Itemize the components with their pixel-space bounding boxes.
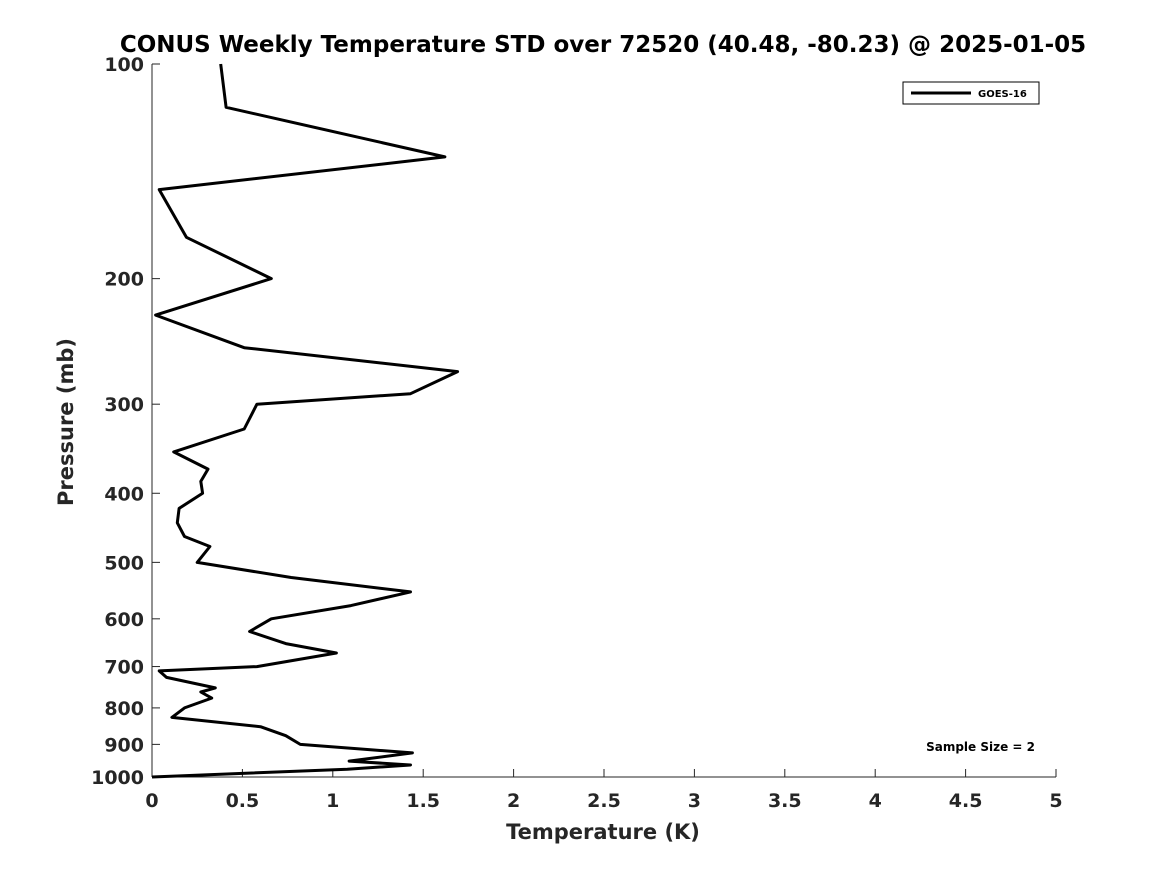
x-tick-label: 4.5 — [949, 790, 983, 812]
x-axis-label: Temperature (K) — [506, 820, 700, 844]
y-tick-label: 100 — [104, 54, 144, 76]
x-tick-label: 1.5 — [406, 790, 440, 812]
y-axis-label: Pressure (mb) — [54, 338, 78, 506]
x-tick-label: 5 — [1049, 790, 1062, 812]
y-tick-label: 400 — [104, 483, 144, 505]
series-line — [151, 63, 460, 779]
tick-labels: 0 0.5 1 1.5 2 2.5 3 3.5 4 4.5 5 100 200 300 400 500 600 7… — [91, 54, 1063, 812]
x-tick-label: 1 — [326, 790, 339, 812]
x-tick-label: 3.5 — [768, 790, 802, 812]
y-tick-label: 200 — [104, 269, 144, 291]
x-tick-label: 4 — [869, 790, 882, 812]
sample-size-annotation: Sample Size = 2 — [926, 740, 1035, 754]
y-tick-label: 300 — [104, 394, 144, 416]
x-tick-label: 2.5 — [587, 790, 621, 812]
legend: GOES-16 — [902, 81, 1040, 105]
x-tick-label: 2 — [507, 790, 520, 812]
y-tick-label: 800 — [104, 698, 144, 720]
chart-title: CONUS Weekly Temperature STD over 72520 … — [120, 32, 1086, 58]
x-tick-label: 3 — [688, 790, 701, 812]
x-tick-label: 0 — [145, 790, 158, 812]
series-lines — [151, 63, 460, 779]
x-tick-label: 0.5 — [226, 790, 260, 812]
axes — [151, 63, 1057, 778]
y-tick-label: 700 — [104, 657, 144, 679]
legend-label: GOES-16 — [978, 89, 1027, 100]
y-tick-label: 500 — [104, 552, 144, 574]
y-tick-label: 600 — [104, 609, 144, 631]
y-tick-label: 1000 — [91, 767, 144, 789]
y-tick-label: 900 — [104, 734, 144, 756]
